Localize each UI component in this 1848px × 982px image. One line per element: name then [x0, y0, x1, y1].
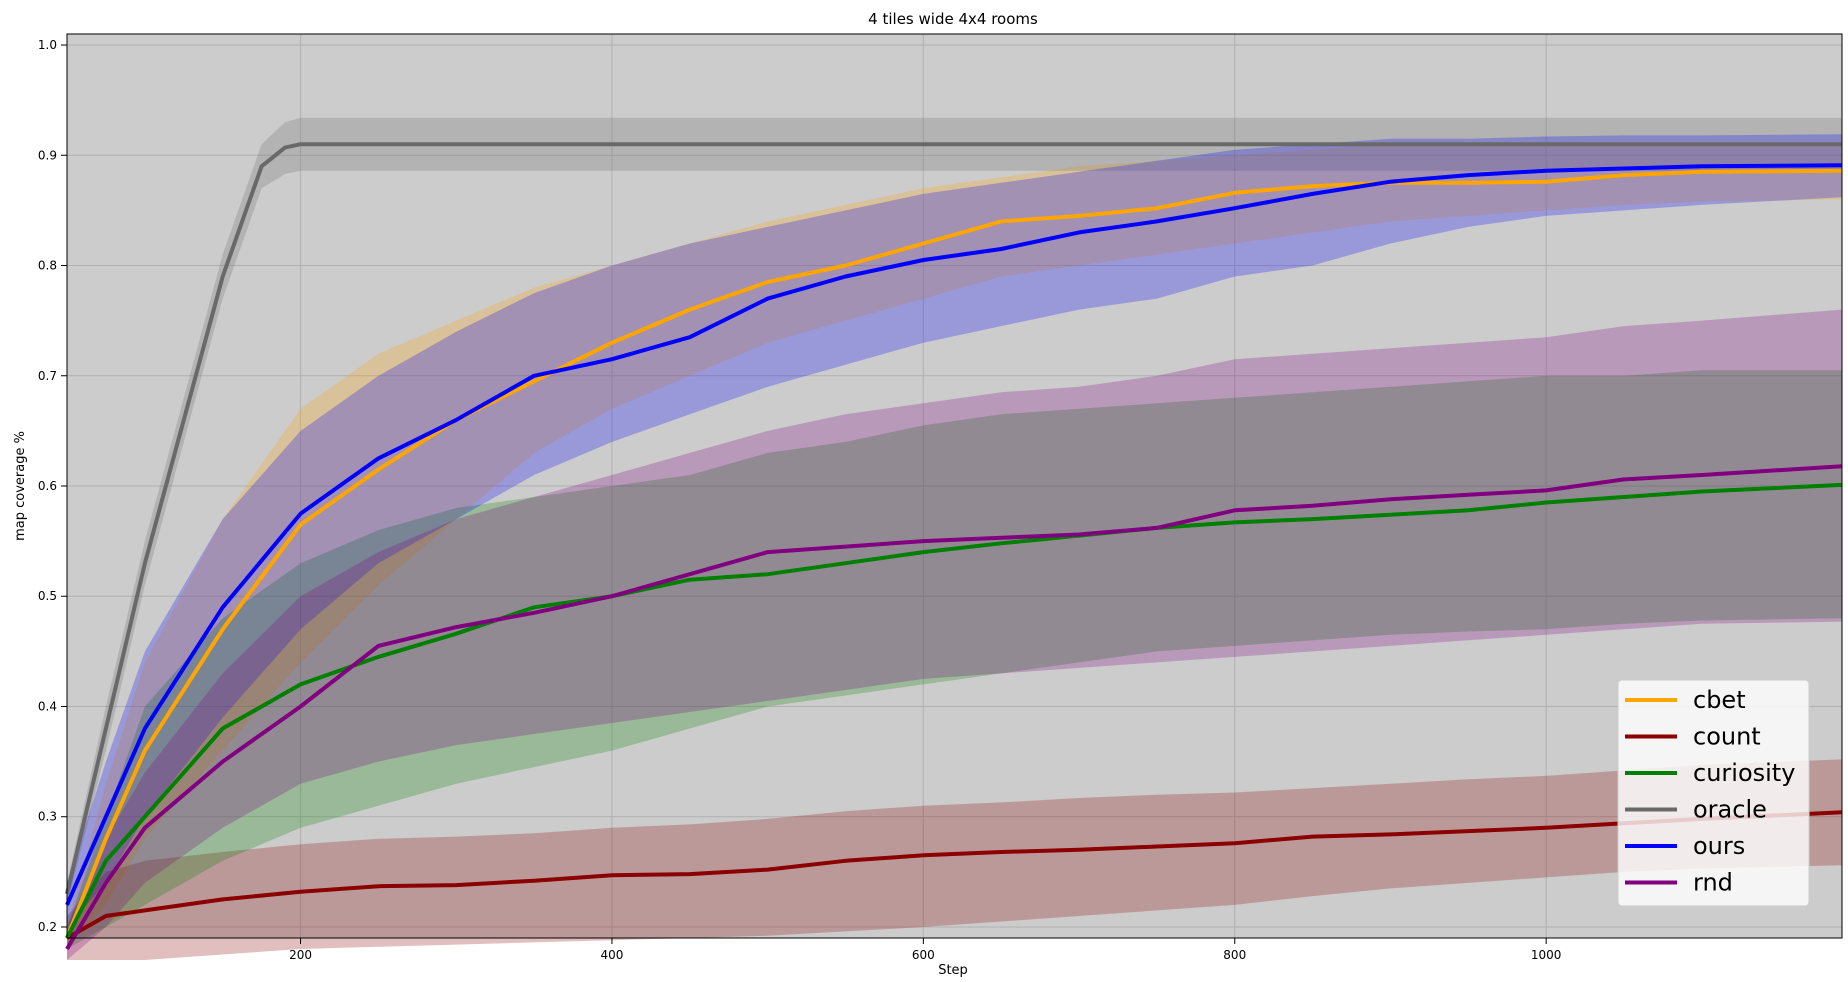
x-tick-label: 800	[1223, 948, 1246, 962]
legend-label-cbet: cbet	[1693, 686, 1746, 714]
legend-label-curiosity: curiosity	[1693, 759, 1795, 787]
grid-lines	[67, 34, 1842, 938]
y-tick-label: 0.9	[38, 148, 57, 162]
cbet-band	[67, 144, 1842, 949]
rnd-line	[65, 464, 1843, 951]
x-tick-label: 1000	[1531, 948, 1562, 962]
x-tick-label: 400	[601, 948, 624, 962]
legend-label-rnd: rnd	[1693, 869, 1733, 897]
y-tick-label: 0.4	[38, 699, 57, 713]
oracle-line	[65, 142, 1842, 895]
curiosity-line	[65, 482, 1843, 939]
y-tick-label: 0.2	[38, 920, 57, 934]
y-tick-label: 0.6	[38, 479, 57, 493]
series-lines	[65, 142, 1843, 951]
y-tick-label: 0.3	[38, 810, 57, 824]
count-line	[66, 810, 1843, 940]
rnd-band	[67, 309, 1842, 961]
legend: cbet count curiosity oracle ours rnd	[1617, 679, 1810, 907]
legend-label-count: count	[1693, 723, 1761, 751]
chart-title: 4 tiles wide 4x4 rooms	[868, 10, 1038, 28]
legend-label-oracle: oracle	[1693, 796, 1767, 824]
oracle-band	[67, 117, 1842, 905]
x-axis-label: Step	[938, 963, 968, 978]
x-axis-ticks: 200 400 600 800 1000	[289, 938, 1561, 962]
y-tick-label: 0.5	[38, 589, 57, 603]
cbet-line	[65, 168, 1843, 939]
y-axis-label: map coverage %	[13, 431, 28, 541]
legend-label-ours: ours	[1693, 832, 1745, 860]
count-band	[67, 759, 1842, 960]
y-tick-label: 0.8	[38, 259, 57, 273]
ours-line	[65, 163, 1843, 906]
y-tick-label: 1.0	[38, 38, 57, 52]
x-tick-label: 200	[289, 948, 312, 962]
ours-band	[67, 134, 1842, 928]
x-tick-label: 600	[912, 948, 935, 962]
y-axis-ticks: 0.2 0.3 0.4 0.5 0.6 0.7 0.8 0.9 1.0	[38, 38, 67, 934]
y-tick-label: 0.7	[38, 369, 57, 383]
